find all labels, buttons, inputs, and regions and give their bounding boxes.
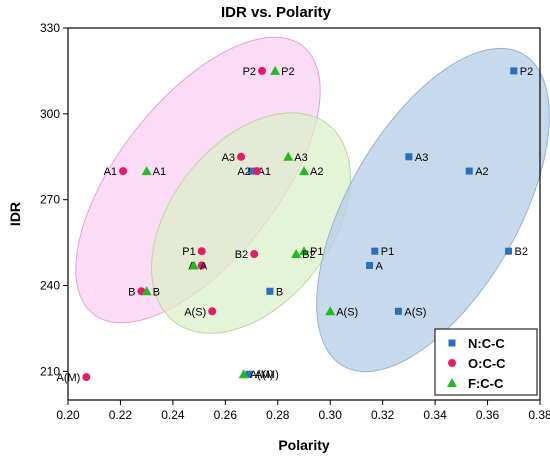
data-point [197, 261, 206, 270]
x-tick-label: 0.24 [161, 408, 185, 422]
legend: N:C-C O:C-C F:C-C [434, 328, 538, 396]
y-tick-label: 330 [40, 21, 60, 35]
legend-marker [448, 339, 456, 347]
data-point [188, 260, 199, 270]
point-label: B2 [515, 246, 528, 258]
data-point [141, 166, 152, 176]
point-label: A3 [294, 152, 307, 164]
point-label: P1 [182, 246, 195, 258]
data-point [371, 247, 379, 255]
data-point [266, 287, 274, 295]
data-point [258, 66, 267, 75]
axis-ticks: 0.20 0.22 0.24 0.26 0.28 0.30 0.32 0.34 0.36 0.38… [40, 21, 550, 422]
data-point [250, 250, 259, 259]
legend-label: O:C-C [468, 356, 506, 371]
x-tick-label: 0.36 [476, 408, 500, 422]
y-tick-label: 210 [40, 364, 60, 378]
point-label: A3 [222, 152, 235, 164]
point-label: P1 [310, 246, 323, 258]
point-label: P2 [243, 66, 256, 78]
point-label: A [376, 261, 384, 273]
x-tick-label: 0.34 [423, 408, 447, 422]
ellipse-f-cc [151, 112, 351, 334]
data-point [237, 152, 246, 161]
data-point [252, 167, 261, 176]
x-tick-label: 0.26 [214, 408, 238, 422]
data-point [366, 262, 374, 270]
data-point [248, 167, 256, 175]
data-point [394, 307, 402, 315]
point-label: B2 [235, 249, 248, 261]
point-label: B2 [302, 249, 315, 261]
data-point [82, 373, 91, 382]
data-point [291, 249, 302, 259]
point-label: A(S) [184, 306, 206, 318]
point-label: B [276, 286, 283, 298]
point-label: A1 [153, 166, 166, 178]
point-label: A [200, 261, 208, 273]
data-point [299, 246, 309, 256]
x-axis-label: Polarity [278, 437, 330, 453]
point-label: P1 [381, 246, 394, 258]
x-tick-label: 0.32 [371, 408, 395, 422]
data-point [119, 167, 128, 176]
point-label: A(M) [250, 369, 274, 381]
point-label: A(M) [255, 369, 279, 381]
chart-title: IDR vs. Polarity [221, 4, 332, 21]
data-point [197, 247, 206, 256]
x-tick-label: 0.30 [319, 408, 343, 422]
x-tick-label: 0.20 [56, 408, 80, 422]
point-label: A(S) [404, 306, 426, 318]
point-label: A3 [415, 152, 428, 164]
point-label: P2 [520, 66, 533, 78]
point-label: A2 [310, 166, 323, 178]
data-points: P2A3A2A1P1B2ABA(S)A(M)P2A3A2A1P1B2ABA(S)… [57, 65, 533, 384]
point-label: A(S) [336, 306, 358, 318]
point-label: B [128, 286, 135, 298]
data-point [325, 306, 336, 316]
data-point [405, 153, 413, 161]
cluster-ellipses [75, 36, 550, 373]
legend-label: F:C-C [468, 376, 504, 391]
point-label: A2 [237, 166, 250, 178]
data-point [510, 67, 518, 75]
data-point [208, 307, 217, 316]
data-point [245, 370, 253, 378]
y-axis-label: IDR [7, 202, 23, 226]
x-tick-label: 0.28 [266, 408, 290, 422]
point-label: A1 [104, 166, 117, 178]
data-point [141, 286, 152, 296]
data-point [505, 247, 513, 255]
point-label: A1 [258, 166, 271, 178]
y-tick-label: 300 [40, 107, 60, 121]
y-tick-label: 270 [40, 193, 60, 207]
data-point [270, 65, 281, 75]
point-label: B [153, 286, 160, 298]
point-label: A(M) [57, 372, 81, 384]
data-point [238, 369, 249, 379]
point-label: A2 [475, 166, 488, 178]
data-point [299, 166, 309, 176]
data-point [465, 167, 473, 175]
x-tick-label: 0.22 [109, 408, 133, 422]
legend-marker [447, 378, 457, 387]
plot-frame [67, 27, 541, 401]
point-label: P2 [281, 66, 294, 78]
data-point [283, 151, 294, 161]
x-tick-label: 0.38 [528, 408, 550, 422]
legend-marker [448, 359, 456, 367]
y-tick-label: 240 [40, 279, 60, 293]
legend-label: N:C-C [468, 336, 505, 351]
